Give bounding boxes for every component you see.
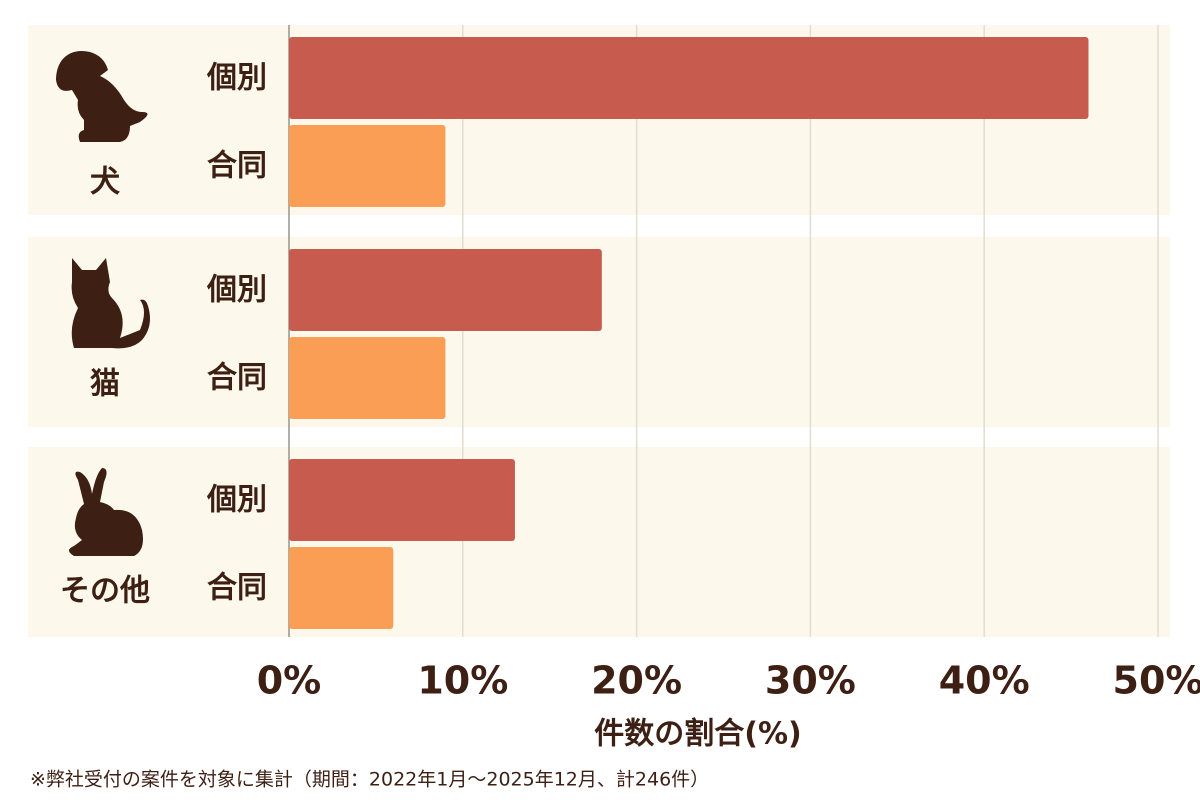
- rabbit-icon: [69, 468, 143, 556]
- bar: [289, 37, 1089, 119]
- category-label: その他: [60, 574, 150, 609]
- bar: [289, 337, 446, 419]
- series-label: 個別: [206, 273, 267, 308]
- bar: [289, 125, 446, 207]
- series-label: 個別: [206, 483, 267, 518]
- icons: [56, 51, 150, 556]
- series-label: 個別: [206, 61, 267, 96]
- dog-icon: [56, 51, 148, 142]
- series-label: 合同: [207, 571, 267, 606]
- x-tick-label: 40%: [939, 659, 1030, 703]
- bar: [289, 547, 394, 629]
- series-label: 合同: [207, 149, 267, 184]
- series-label: 合同: [207, 361, 267, 396]
- bar: [289, 459, 515, 541]
- category-label: 犬: [90, 165, 120, 200]
- x-tick-label: 30%: [765, 659, 856, 703]
- x-tick-label: 20%: [591, 659, 682, 703]
- x-tick-label: 10%: [417, 659, 508, 703]
- x-tick-label: 0%: [257, 659, 322, 703]
- x-axis-title: 件数の割合(%): [594, 717, 801, 752]
- category-label: 猫: [90, 367, 120, 402]
- bar: [289, 249, 602, 331]
- cat-icon: [71, 258, 150, 349]
- footnote: ※弊社受付の案件を対象に集計（期間：2022年1月～2025年12月、計246件…: [30, 769, 709, 791]
- x-tick-label: 50%: [1113, 659, 1200, 703]
